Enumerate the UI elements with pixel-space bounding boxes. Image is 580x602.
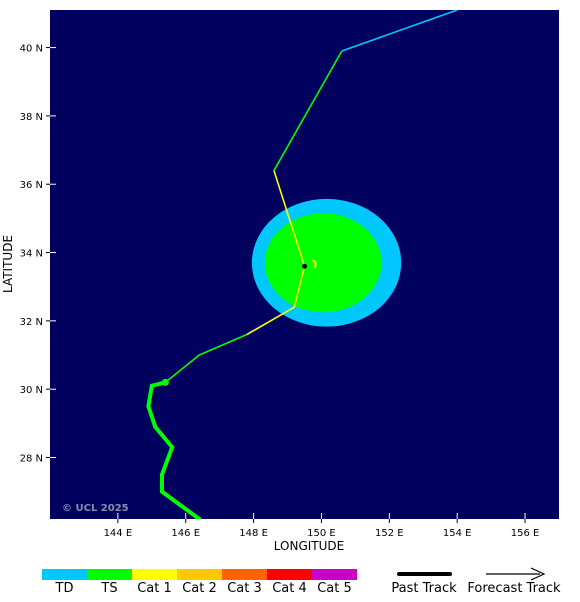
x-tick-label: 156 E bbox=[511, 528, 540, 539]
legend-label: Cat 2 bbox=[182, 581, 217, 596]
x-axis-label: LONGITUDE bbox=[274, 539, 344, 553]
y-tick-label: 36 N bbox=[20, 180, 43, 191]
y-tick-label: 30 N bbox=[20, 385, 43, 396]
y-tick-label: 28 N bbox=[20, 454, 43, 465]
x-tick-label: 144 E bbox=[104, 528, 133, 539]
current-position-marker bbox=[302, 263, 307, 269]
forecast-track-segment bbox=[273, 170, 306, 267]
past-track-legend-label: Past Track bbox=[391, 581, 457, 596]
x-tick-label: 148 E bbox=[239, 528, 268, 539]
forecast-track-segment bbox=[273, 50, 343, 171]
legend-label: TS bbox=[100, 581, 117, 596]
past-track-segment bbox=[146, 383, 154, 409]
legend-label: Cat 3 bbox=[227, 581, 262, 596]
past-track-segment bbox=[146, 404, 158, 429]
y-tick-label: 38 N bbox=[20, 112, 43, 123]
past-track-segment bbox=[159, 445, 175, 477]
legend: TD TS Cat 1 Cat 2 Cat 3 Cat 4 Cat 5 Past Track F… bbox=[42, 567, 561, 596]
legend-swatch-cat-2 bbox=[177, 569, 222, 580]
forecast-track-legend-label: Forecast Track bbox=[467, 581, 561, 596]
legend-label: Cat 4 bbox=[272, 581, 307, 596]
x-tick-label: 150 E bbox=[307, 528, 336, 539]
legend-swatch-cat-3 bbox=[222, 569, 267, 580]
arrow-right-icon bbox=[530, 567, 546, 581]
y-tick-label: 40 N bbox=[20, 44, 43, 55]
legend-swatch-cat-5 bbox=[312, 569, 357, 580]
legend-swatch-ts bbox=[87, 569, 132, 580]
plot-area bbox=[146, 10, 458, 519]
legend-label: Cat 5 bbox=[317, 581, 352, 596]
legend-swatch-cat-1 bbox=[132, 569, 177, 580]
legend-swatch-td bbox=[42, 569, 87, 580]
y-axis-label: LATITUDE bbox=[1, 235, 15, 293]
forecast-track-segment bbox=[198, 333, 248, 356]
credit-text: © UCL 2025 bbox=[62, 503, 129, 514]
legend-label: Cat 1 bbox=[137, 581, 172, 596]
x-tick-label: 154 E bbox=[443, 528, 472, 539]
axes: 144 E 146 E 148 E 150 E 152 E 154 E 156 E 28 N 3… bbox=[20, 44, 540, 539]
x-tick-label: 152 E bbox=[375, 528, 404, 539]
legend-label: TD bbox=[55, 581, 74, 596]
legend-swatch-cat-4 bbox=[267, 569, 312, 580]
y-tick-label: 34 N bbox=[20, 249, 43, 260]
forecast-track-segment bbox=[341, 10, 458, 52]
past-track-segment bbox=[159, 489, 202, 519]
x-tick-label: 146 E bbox=[171, 528, 200, 539]
forecast-track-segment bbox=[164, 354, 200, 383]
past-track-segment bbox=[153, 424, 175, 450]
wind-field-ts bbox=[264, 213, 382, 313]
forecast-track-segment bbox=[293, 266, 306, 308]
y-tick-label: 32 N bbox=[20, 317, 43, 328]
forecast-track-segment bbox=[246, 306, 295, 336]
storm-symbol-icon bbox=[312, 259, 317, 269]
